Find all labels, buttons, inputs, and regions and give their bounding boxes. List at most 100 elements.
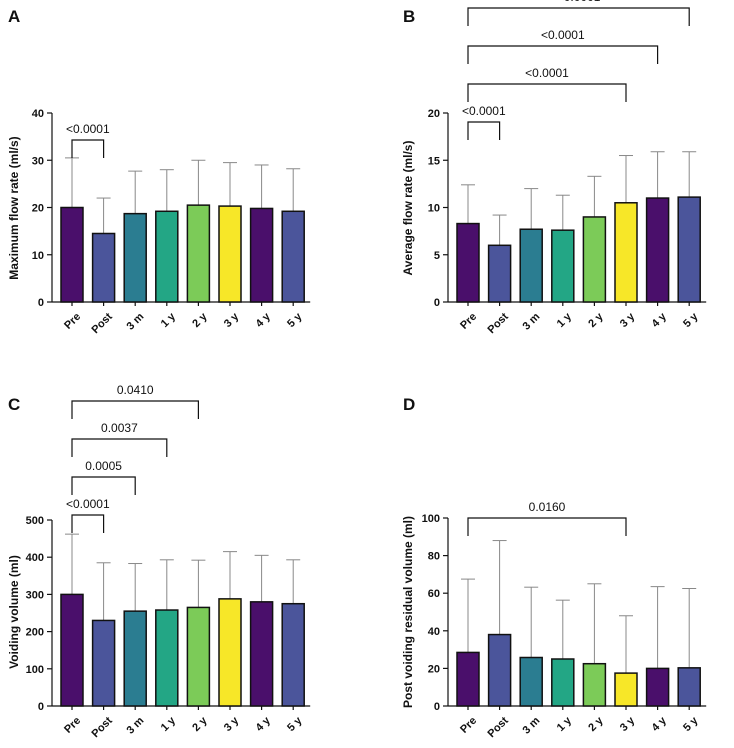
p-value-label: <0.0001: [462, 104, 506, 118]
x-tick-label: 3 y: [618, 714, 638, 734]
y-tick-label: 40: [32, 108, 44, 120]
p-value-label: 0.0410: [117, 383, 154, 397]
bar-pre: [60, 593, 84, 707]
significance-bracket: [467, 45, 659, 64]
y-tick-label: 100: [26, 664, 44, 676]
bar-pre: [60, 206, 84, 303]
bar-5-y: [281, 602, 305, 707]
x-tick-label: 1 y: [555, 714, 575, 734]
x-tick-label: 5 y: [285, 714, 305, 734]
y-axis-label: Post voiding residual volume (ml): [401, 516, 415, 708]
x-tick-label: Pre: [62, 311, 83, 332]
significance-bracket: [71, 400, 199, 419]
bar-3-m: [123, 610, 147, 707]
x-tick-label: Post: [89, 310, 115, 336]
panel-d-post-voiding-residual: D Post voiding residual volume (ml) 0 20 40 6…: [401, 395, 707, 740]
x-tick-label: 1 y: [159, 310, 179, 330]
significance-bracket: [71, 139, 105, 158]
y-tick-label: 80: [428, 551, 440, 563]
bar-post: [91, 619, 116, 707]
x-tick-label: 3 m: [521, 311, 543, 333]
p-value-label: <0.0001: [557, 0, 601, 4]
y-tick-label: 200: [26, 627, 44, 639]
bar-3-m: [123, 212, 147, 303]
x-tick-label: 5 y: [681, 714, 701, 734]
bar-5-y: [677, 667, 701, 707]
bar-3-y: [614, 672, 638, 707]
panel-a-max-flow-rate: A Maximum flow rate (ml/s) 0 10 20 30 40 Pre Pos…: [7, 7, 311, 336]
bar-5-y: [677, 196, 701, 303]
significance-bracket: [71, 514, 105, 533]
y-tick-label: 100: [422, 513, 440, 525]
x-tick-label: 1 y: [555, 310, 575, 330]
x-tick-label: 2 y: [190, 714, 210, 734]
significance-bracket: [71, 438, 168, 457]
x-tick-label: Post: [485, 310, 511, 336]
y-tick-label: 10: [32, 250, 44, 262]
bar-pre: [456, 222, 480, 303]
y-axis-label: Maximum flow rate (ml/s): [7, 136, 21, 279]
x-tick-label: 5 y: [285, 310, 305, 330]
bar-4-y: [645, 667, 670, 707]
p-value-label: <0.0001: [541, 28, 585, 42]
x-tick-label: 4 y: [254, 714, 274, 734]
bar-5-y: [281, 210, 305, 303]
bar-2-y: [582, 216, 607, 303]
p-value-label: <0.0001: [525, 66, 569, 80]
x-tick-label: 3 y: [222, 310, 242, 330]
x-tick-label: Post: [89, 714, 115, 740]
x-tick-label: 2 y: [190, 310, 210, 330]
bar-1-y: [551, 229, 575, 303]
y-tick-label: 0: [434, 701, 440, 713]
y-tick-label: 500: [26, 515, 44, 527]
y-tick-label: 10: [428, 203, 440, 215]
x-tick-label: Pre: [458, 311, 479, 332]
bar-4-y: [645, 197, 670, 303]
x-tick-label: Pre: [458, 715, 479, 736]
y-tick-label: 400: [26, 552, 44, 564]
x-tick-label: Pre: [62, 715, 83, 736]
x-tick-label: 5 y: [681, 310, 701, 330]
bar-post: [91, 232, 116, 303]
p-value-label: 0.0160: [529, 500, 566, 514]
bar-3-y: [218, 205, 242, 303]
x-tick-label: 3 y: [618, 310, 638, 330]
bar-3-m: [519, 656, 543, 707]
y-tick-label: 0: [38, 297, 44, 309]
y-tick-label: 0: [434, 297, 440, 309]
y-tick-label: 20: [428, 663, 440, 675]
significance-bracket: [467, 121, 501, 140]
bar-1-y: [155, 609, 179, 707]
x-tick-label: 4 y: [650, 714, 670, 734]
bar-pre: [456, 651, 480, 707]
panel-c-voiding-volume: C Voiding volume (ml) 0 100 200 300 400 500 Pre P…: [7, 383, 311, 740]
x-tick-label: 4 y: [254, 310, 274, 330]
y-tick-label: 5: [434, 250, 440, 262]
p-value-label: <0.0001: [66, 122, 110, 136]
y-tick-label: 20: [428, 108, 440, 120]
bar-2-y: [582, 662, 607, 707]
x-tick-label: 3 m: [521, 715, 543, 737]
y-axis-label: Voiding volume (ml): [7, 555, 21, 669]
p-value-label: 0.0037: [101, 421, 138, 435]
panel-label: B: [403, 7, 415, 26]
panel-label: A: [8, 7, 20, 26]
bar-3-y: [614, 202, 638, 303]
y-tick-label: 20: [32, 203, 44, 215]
bar-post: [487, 633, 512, 707]
panel-label: C: [8, 395, 20, 414]
y-tick-label: 40: [428, 626, 440, 638]
significance-bracket: [467, 83, 627, 102]
significance-bracket: [467, 517, 627, 536]
x-tick-label: Post: [485, 714, 511, 740]
bar-2-y: [186, 204, 211, 303]
y-tick-label: 30: [32, 155, 44, 167]
bar-3-y: [218, 598, 242, 707]
x-tick-label: 1 y: [159, 714, 179, 734]
x-tick-label: 2 y: [586, 310, 606, 330]
bar-1-y: [155, 210, 179, 303]
significance-bracket: [467, 7, 690, 26]
p-value-label: 0.0005: [85, 459, 122, 473]
x-tick-label: 3 y: [222, 714, 242, 734]
